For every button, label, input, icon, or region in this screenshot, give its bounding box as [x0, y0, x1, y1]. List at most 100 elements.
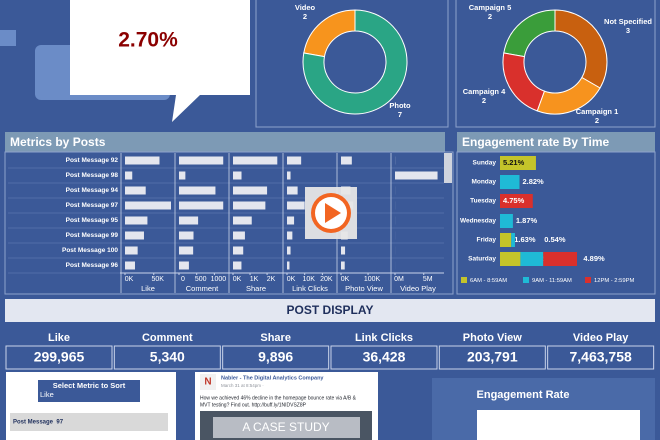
bar	[287, 216, 295, 225]
bar	[233, 156, 278, 165]
total-value: 203,791	[467, 349, 518, 365]
section-title: POST DISPLAY	[287, 303, 374, 317]
facet-label: Share	[246, 284, 266, 293]
chart-title: Metrics by Posts	[10, 135, 106, 149]
total-label: Link Clicks	[355, 332, 413, 344]
x-tick-label: 5M	[423, 276, 433, 283]
bar	[233, 216, 252, 225]
bar-segment	[500, 252, 521, 266]
pie-slice	[502, 52, 546, 112]
legend-label: 12PM - 2:59PM	[594, 278, 634, 284]
legend-label: 9AM - 11:59AM	[532, 278, 572, 284]
post-image-text: A CASE STUDY	[242, 420, 329, 434]
x-tick-label: 1000	[211, 276, 227, 283]
bar-segment	[500, 233, 512, 247]
slice-label: Campaign 5	[469, 3, 512, 12]
post-text: How we achieved 46% decline in the homep…	[200, 395, 357, 401]
bar-segment	[500, 214, 513, 228]
legend-label: 6AM - 8:59AM	[470, 278, 507, 284]
row-label: Post Message 95	[66, 217, 119, 224]
bar	[125, 171, 133, 180]
value-label: 0.54%	[544, 235, 566, 244]
x-tick-label: 20K	[320, 276, 333, 283]
bar	[179, 231, 194, 240]
total-cell	[113, 345, 221, 370]
row-label: Sunday	[473, 160, 497, 167]
slice-value: 2	[488, 12, 492, 21]
post-text: MVT testing? Find out. http://buff.ly/1N…	[200, 402, 307, 408]
bar	[287, 156, 302, 165]
bar	[125, 231, 144, 240]
bar	[179, 216, 199, 225]
bar	[341, 261, 345, 270]
sort-selected[interactable]: Like	[40, 390, 54, 399]
bar	[287, 261, 290, 270]
bar-segment	[500, 194, 533, 208]
panel	[456, 151, 656, 295]
bar	[125, 186, 146, 195]
total-value: 7,463,758	[570, 349, 632, 365]
bar	[233, 246, 244, 255]
bar	[233, 186, 268, 195]
x-tick-label: 500	[195, 276, 207, 283]
x-tick-label: 10K	[302, 276, 315, 283]
x-tick-label: 0	[181, 276, 185, 283]
slice-value: 3	[626, 26, 630, 35]
bar	[287, 186, 298, 195]
bar-segment	[500, 156, 536, 170]
bar	[179, 201, 224, 210]
bar	[287, 231, 293, 240]
totals: Like 299,965 Comment 5,340 Share 9,896 Link Cl…	[5, 332, 655, 370]
bar	[125, 261, 135, 270]
bar-segment	[500, 175, 520, 189]
bar	[287, 201, 305, 210]
facet-label: Comment	[186, 284, 219, 293]
row-label: Friday	[476, 237, 496, 244]
total-label: Comment	[142, 332, 193, 344]
post-logo	[200, 374, 216, 390]
total-value: 5,340	[150, 349, 185, 365]
legend-swatch	[461, 277, 467, 283]
legend-swatch	[523, 277, 529, 283]
sort-button[interactable]	[38, 380, 140, 402]
row-label: Post Message 97	[66, 202, 119, 209]
bar	[179, 156, 224, 165]
sort-row-label: Post Message 97	[13, 420, 64, 426]
rate-bubble	[70, 0, 250, 122]
play-icon	[325, 203, 341, 223]
bar	[233, 261, 242, 270]
total-label: Like	[48, 332, 70, 344]
post-image-banner	[213, 417, 360, 438]
total-cell	[330, 345, 438, 370]
x-tick-label: 0K	[287, 276, 296, 283]
total-cell	[5, 345, 113, 370]
pie-slice	[302, 9, 408, 115]
facet-label: Like	[141, 284, 155, 293]
post-logo-letter: N	[204, 377, 211, 388]
row-label: Post Message 99	[66, 232, 119, 239]
post-author: Nabler - The Digital Analytics Company	[221, 375, 324, 381]
value-label: 2.82%	[522, 177, 544, 186]
play-button[interactable]	[305, 187, 357, 239]
value-label: 4.89%	[583, 254, 605, 263]
total-cell	[547, 345, 655, 370]
total-cell	[438, 345, 546, 370]
facet-label: Video Play	[400, 284, 436, 293]
bar	[287, 246, 291, 255]
total-value: 36,428	[363, 349, 406, 365]
bar	[125, 246, 138, 255]
slice-label: Campaign 1	[576, 107, 619, 116]
row-label: Post Message 94	[66, 187, 119, 194]
row-label: Post Message 96	[66, 262, 119, 269]
total-label: Video Play	[573, 332, 629, 344]
sort-row[interactable]	[10, 413, 168, 431]
legend-swatch	[585, 277, 591, 283]
row-label: Wednesday	[460, 218, 496, 225]
slice-value: 2	[482, 96, 486, 105]
bar-segment	[520, 252, 544, 266]
slice-label: Not Specified	[604, 17, 652, 26]
slice-label: Video	[295, 3, 316, 12]
row-label: Tuesday	[470, 198, 496, 205]
